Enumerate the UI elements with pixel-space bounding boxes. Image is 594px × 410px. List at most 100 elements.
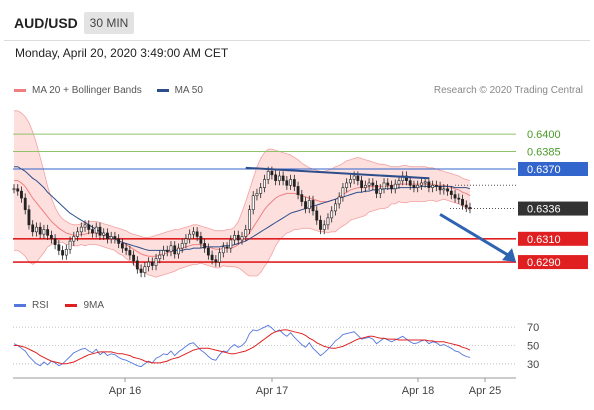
candle-body [263, 179, 266, 188]
candle-body [68, 240, 72, 250]
candle-body [188, 233, 192, 240]
candle-body [16, 188, 20, 192]
candle-body [326, 217, 330, 226]
candle-body [184, 238, 188, 244]
candle-body [177, 247, 180, 255]
candle-body [165, 250, 169, 252]
legend-label-9ma: 9MA [83, 300, 105, 311]
candle-body [251, 195, 255, 211]
level-tag-0-6336 [518, 201, 588, 216]
time-tick-label: Apr 25 [469, 385, 501, 397]
candle-body [214, 259, 218, 263]
candle-body [352, 175, 356, 180]
candle-body [120, 243, 124, 249]
candle-body [169, 245, 173, 252]
candle-body [143, 266, 147, 273]
legend-item-bollinger: MA 20 + Bollinger Bands [14, 85, 142, 96]
candle-body [83, 224, 87, 228]
candle-body [345, 182, 349, 188]
candle-body [244, 229, 248, 237]
candle-body [274, 174, 278, 181]
candle-body [255, 193, 259, 197]
chart-datetime: Monday, April 20, 2020 3:49:00 AM CET [15, 46, 229, 60]
bollinger-band-fill [14, 110, 470, 278]
research-credit: Research © 2020 Trading Central [433, 85, 583, 96]
candle-body [419, 182, 423, 186]
candle-body [464, 204, 468, 208]
candle-body [42, 229, 46, 235]
candle-body [393, 183, 397, 190]
candle-body [20, 190, 23, 199]
legend-label-ma50: MA 50 [174, 85, 203, 96]
candle-body [98, 226, 102, 236]
candle-body [199, 236, 203, 244]
candle-body [61, 250, 65, 256]
candle-body [106, 232, 109, 240]
candle-body [113, 236, 117, 240]
candle-body [23, 197, 27, 211]
candle-body [341, 187, 345, 198]
time-tick-label: Apr 18 [402, 385, 434, 397]
candle-body [128, 250, 132, 256]
rsi-line [13, 324, 471, 368]
level-label-0-6400: 0.6400 [527, 129, 561, 141]
candle-body [423, 181, 427, 184]
candle-body [330, 210, 334, 219]
level-label-0-6370: 0.6370 [527, 164, 561, 176]
candle-body [382, 182, 386, 190]
level-label-0-6336: 0.6336 [527, 204, 561, 216]
legend-item-ma50: MA 50 [156, 85, 203, 96]
candle-body [154, 258, 158, 266]
header-divider [4, 40, 590, 41]
candle-body [307, 200, 311, 209]
legend-item-rsi: RSI [14, 300, 49, 311]
candle-body [397, 180, 401, 185]
candle-body [348, 179, 352, 184]
candle-body [378, 188, 382, 194]
candle-body [405, 175, 408, 181]
time-tick-label: Apr 17 [256, 385, 288, 397]
timeframe-badge[interactable]: 30 MIN [84, 12, 134, 34]
bollinger-swatch-icon [14, 88, 26, 92]
candle-body [64, 248, 68, 256]
bollinger-upper-line [14, 110, 471, 239]
rsi-ma-line [14, 329, 471, 365]
candle-body [367, 182, 371, 186]
candle-body [53, 238, 57, 245]
candle-body [229, 239, 233, 249]
time-axis: Apr 16 Apr 17 Apr 18 Apr 25 [13, 377, 516, 397]
candle-body [87, 224, 91, 230]
resistance-trendline [245, 166, 429, 180]
chart-header: AUD/USD 30 MIN [0, 0, 594, 36]
legend-item-9ma: 9MA [65, 300, 104, 311]
candle-body [457, 197, 461, 200]
rsi-tick-label: 30 [527, 359, 539, 371]
candle-body [375, 184, 378, 194]
candle-body [233, 235, 236, 241]
level-tag-0-6310 [518, 231, 588, 246]
candle-body [218, 252, 221, 263]
candle-body [427, 181, 431, 188]
price-legend: MA 20 + Bollinger Bands MA 50 [14, 85, 215, 96]
rsi-tick-label: 50 [527, 341, 539, 353]
candle-body [27, 209, 31, 226]
bollinger-lower-line [14, 198, 471, 278]
candle-body [91, 229, 94, 234]
candle-body [431, 184, 435, 188]
candle-body [337, 196, 341, 205]
candle-body [57, 244, 61, 251]
candle-body [173, 245, 177, 255]
rsi-swatch-icon [14, 303, 26, 307]
candle-body [79, 226, 83, 233]
candle-body [434, 184, 438, 187]
candle-body [49, 235, 53, 240]
candle-body [206, 247, 210, 256]
candle-body [195, 231, 199, 237]
candle-body [296, 186, 300, 195]
candle-body [124, 247, 128, 251]
candle-body [236, 235, 240, 241]
candle-body [461, 198, 464, 206]
candle-body [319, 219, 322, 230]
candle-body [386, 182, 390, 186]
